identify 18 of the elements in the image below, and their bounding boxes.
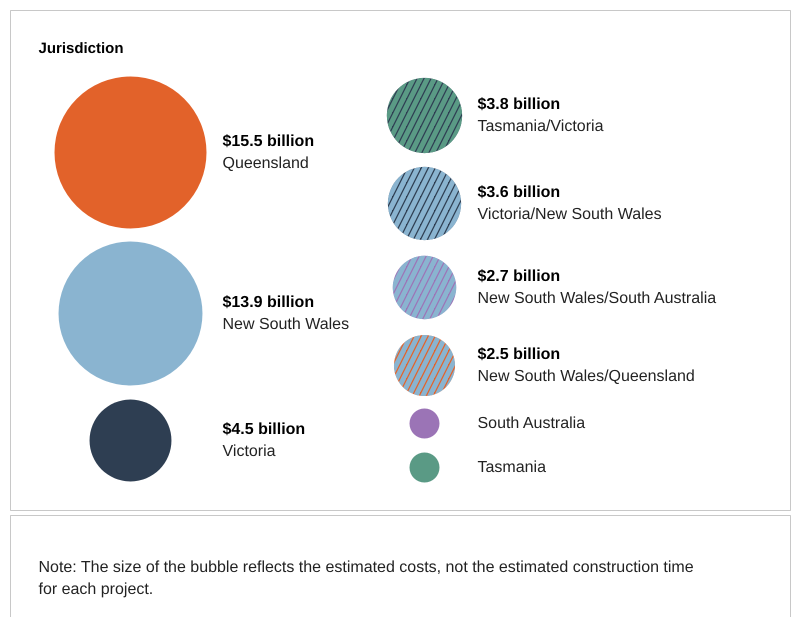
- data-label: $2.5 billion: [478, 346, 560, 363]
- category-label: Tasmania/Victoria: [478, 118, 604, 135]
- category-label: New South Wales: [222, 316, 350, 333]
- text: Jurisdiction: [38, 40, 124, 57]
- data-label: $15.5 billion: [222, 133, 314, 150]
- data-label: $3.8 billion: [478, 96, 560, 113]
- data-label: $13.9 billion: [222, 294, 314, 311]
- data-label: $2.7 billion: [478, 268, 560, 285]
- category-label: Tasmania: [478, 459, 546, 476]
- data-label: $4.5 billion: [222, 421, 306, 438]
- category-label: Victoria: [222, 443, 276, 460]
- category-label: Queensland: [222, 155, 309, 172]
- text: Note: The size of the bubble reflects the estimated costs, not the estimated construction time for each project.: [38, 559, 694, 598]
- category-label: New South Wales/South Australia: [478, 290, 716, 307]
- data-label: $3.6 billion: [478, 184, 560, 201]
- category-label: Victoria/New South Wales: [478, 206, 662, 223]
- category-label: South Australia: [478, 415, 586, 432]
- category-label: New South Wales/Queensland: [478, 368, 695, 385]
